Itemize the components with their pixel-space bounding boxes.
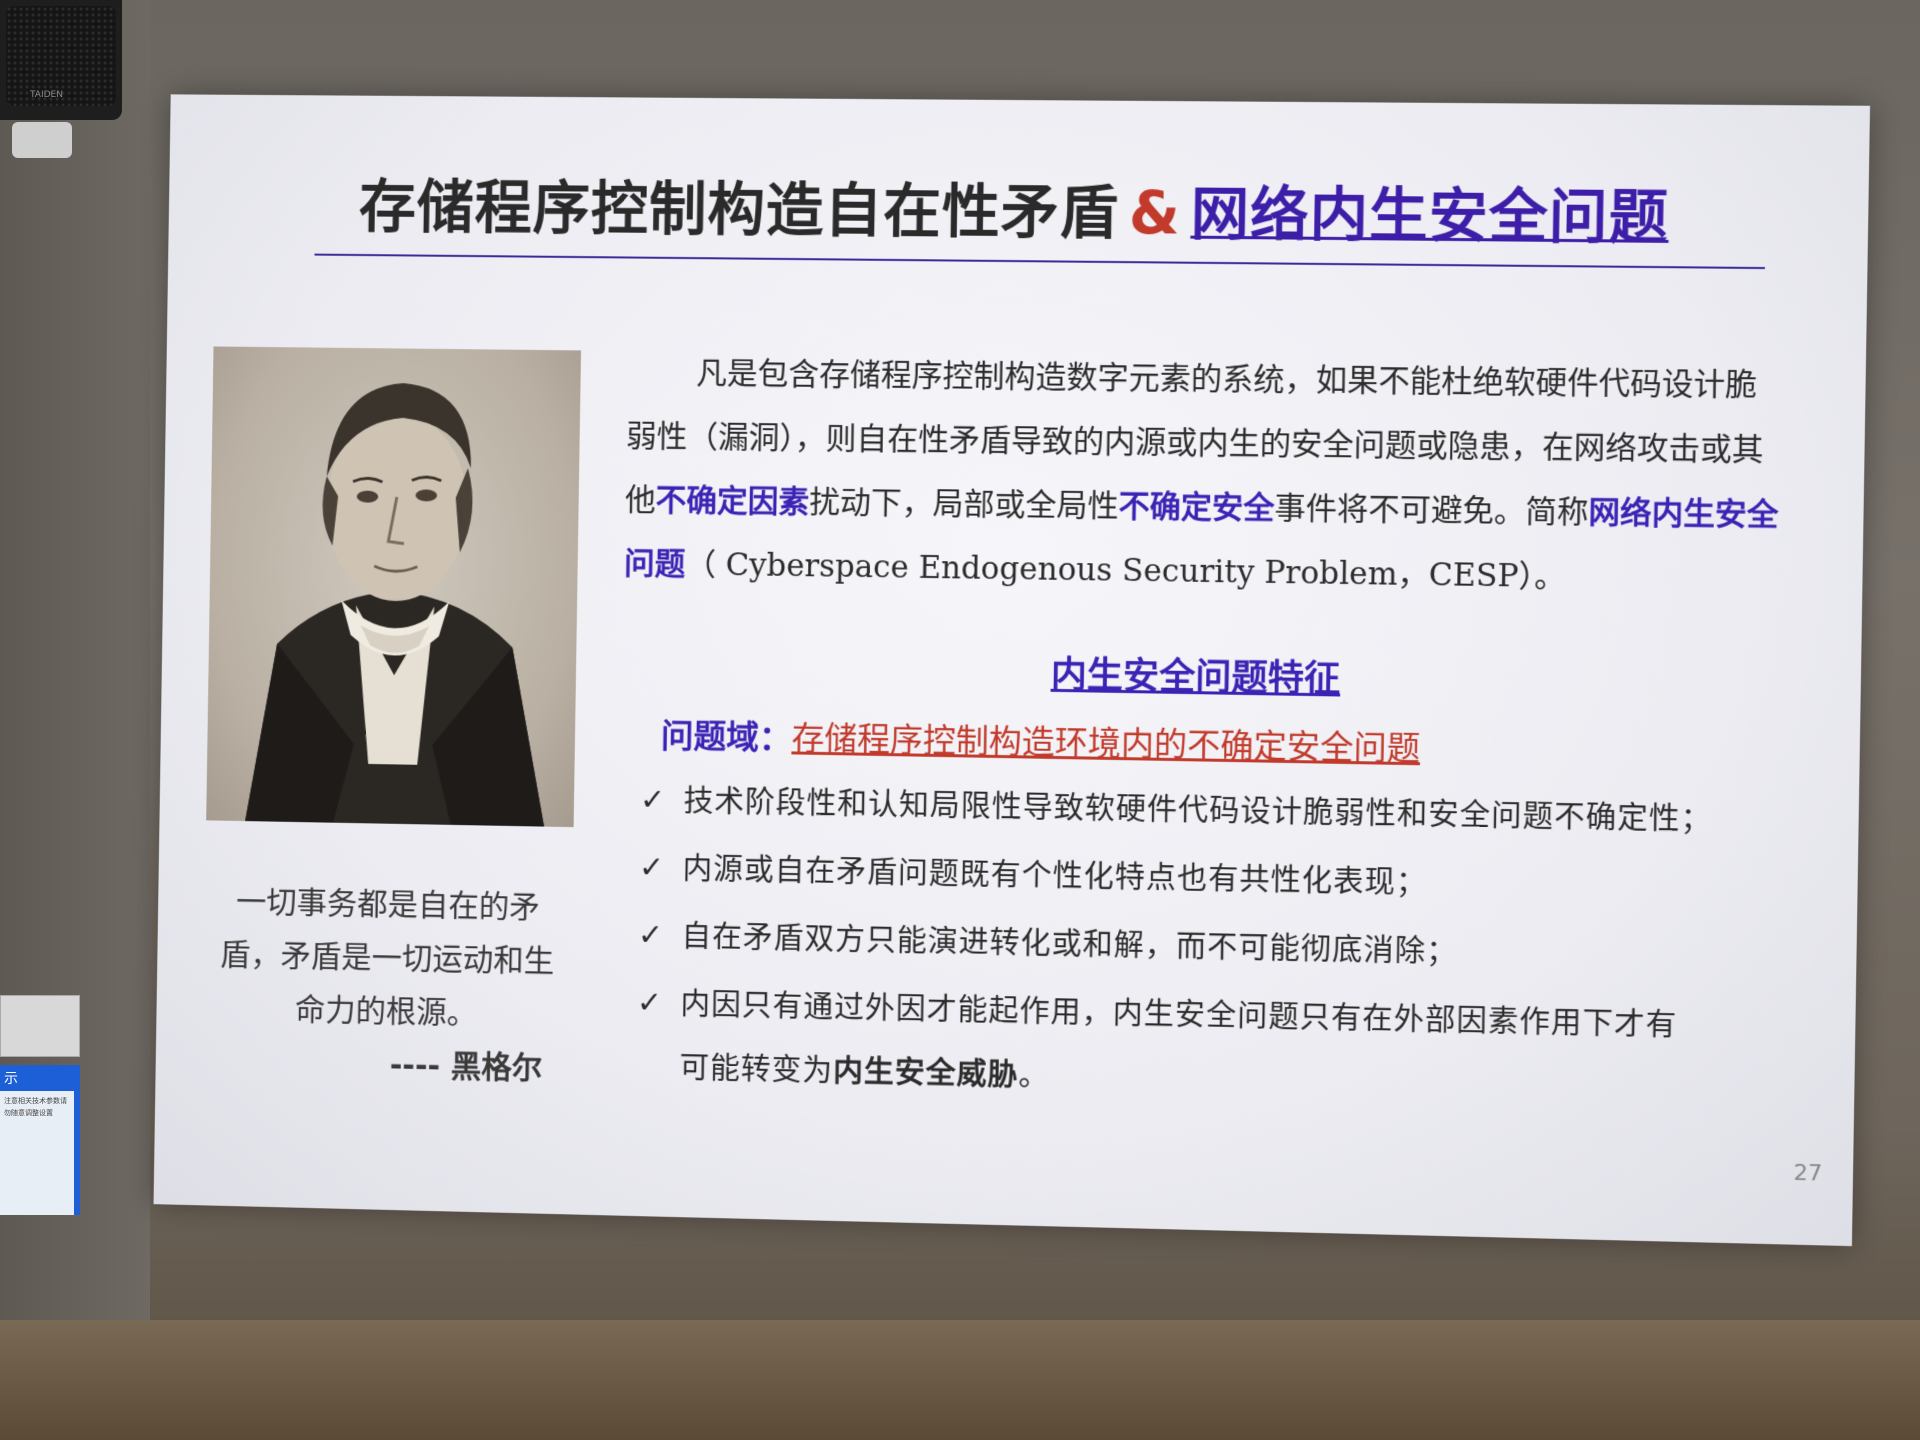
feature-4-bold: 内生安全威胁 <box>833 1053 1019 1092</box>
speaker-brand: TAIDEN <box>30 90 63 100</box>
room-wall <box>0 0 150 1440</box>
check-icon: ✓ <box>640 769 684 833</box>
para-highlight-2: 不确定安全 <box>1118 489 1274 527</box>
feature-text-4-cont: 可能转变为内生安全威胁。 <box>635 1035 1793 1125</box>
ceiling-sensor <box>12 122 72 158</box>
projected-slide: 存储程序控制构造自在性矛盾 & 网络内生安全问题 一切事务都是自在的矛盾，矛盾是一切… <box>154 94 1871 1246</box>
feature-text-1: 技术阶段性和认知局限性导致软硬件代码设计脆弱性和安全问题不确定性； <box>683 783 1712 837</box>
check-icon: ✓ <box>639 836 683 900</box>
quote-author: ---- 黑格尔 <box>209 1035 562 1096</box>
problem-domain: 问题域：存储程序控制构造环境内的不确定安全问题 <box>661 709 1421 770</box>
title-part-2: 网络内生安全问题 <box>1190 179 1669 252</box>
notice-text: 注意相关技术参数请勿随意调整设置 <box>0 1091 74 1123</box>
quote-text: 一切事务都是自在的矛盾，矛盾是一切运动和生命力的根源。 <box>220 884 555 1032</box>
check-icon: ✓ <box>636 972 680 1037</box>
feature-item-4: ✓ 内因只有通过外因才能起作用，内生安全问题只有在外部因素作用下才有 可能转变为内… <box>635 972 1794 1126</box>
title-part-1: 存储程序控制构造自在性矛盾 <box>358 173 1119 247</box>
hegel-portrait <box>206 346 581 827</box>
wall-notice: 示 注意相关技术参数请勿随意调整设置 <box>0 1065 80 1215</box>
wall-speaker: TAIDEN <box>0 0 122 120</box>
para-text-4: （ Cyberspace Endogenous Security Problem… <box>685 547 1566 596</box>
problem-domain-value: 存储程序控制构造环境内的不确定安全问题 <box>791 719 1420 769</box>
feature-text-2: 内源或自在矛盾问题既有个性化特点也有共性化表现； <box>682 851 1427 900</box>
page-number: 27 <box>1793 1161 1822 1187</box>
para-text-3: 事件将不可避免。简称 <box>1274 491 1589 531</box>
para-text-2: 扰动下，局部或全局性 <box>809 485 1119 525</box>
feature-4-cont-text: 可能转变为 <box>679 1050 833 1088</box>
para-highlight-1: 不确定因素 <box>655 483 809 521</box>
title-divider <box>314 254 1764 269</box>
wall-base <box>0 1320 1920 1440</box>
feature-text-4: 内因只有通过外因才能起作用，内生安全问题只有在外部因素作用下才有 <box>680 986 1677 1042</box>
slide-title: 存储程序控制构造自在性矛盾 & 网络内生安全问题 <box>168 158 1869 256</box>
wall-switch <box>0 995 80 1057</box>
definition-paragraph: 凡是包含存储程序控制构造数字元素的系统，如果不能杜绝软硬件代码设计脆弱性（漏洞）… <box>624 341 1784 612</box>
feature-4-end: 。 <box>1018 1057 1050 1093</box>
hegel-quote: 一切事务都是自在的矛盾，矛盾是一切运动和生命力的根源。 ---- 黑格尔 <box>209 875 565 1096</box>
feature-text-3: 自在矛盾双方只能演进转化或和解，而不可能彻底消除； <box>681 919 1458 970</box>
notice-title: 示 <box>0 1065 74 1091</box>
section-heading: 内生安全问题特征 <box>622 639 1779 709</box>
problem-domain-label: 问题域： <box>661 716 792 757</box>
title-ampersand: & <box>1128 179 1181 248</box>
check-icon: ✓ <box>638 904 682 969</box>
